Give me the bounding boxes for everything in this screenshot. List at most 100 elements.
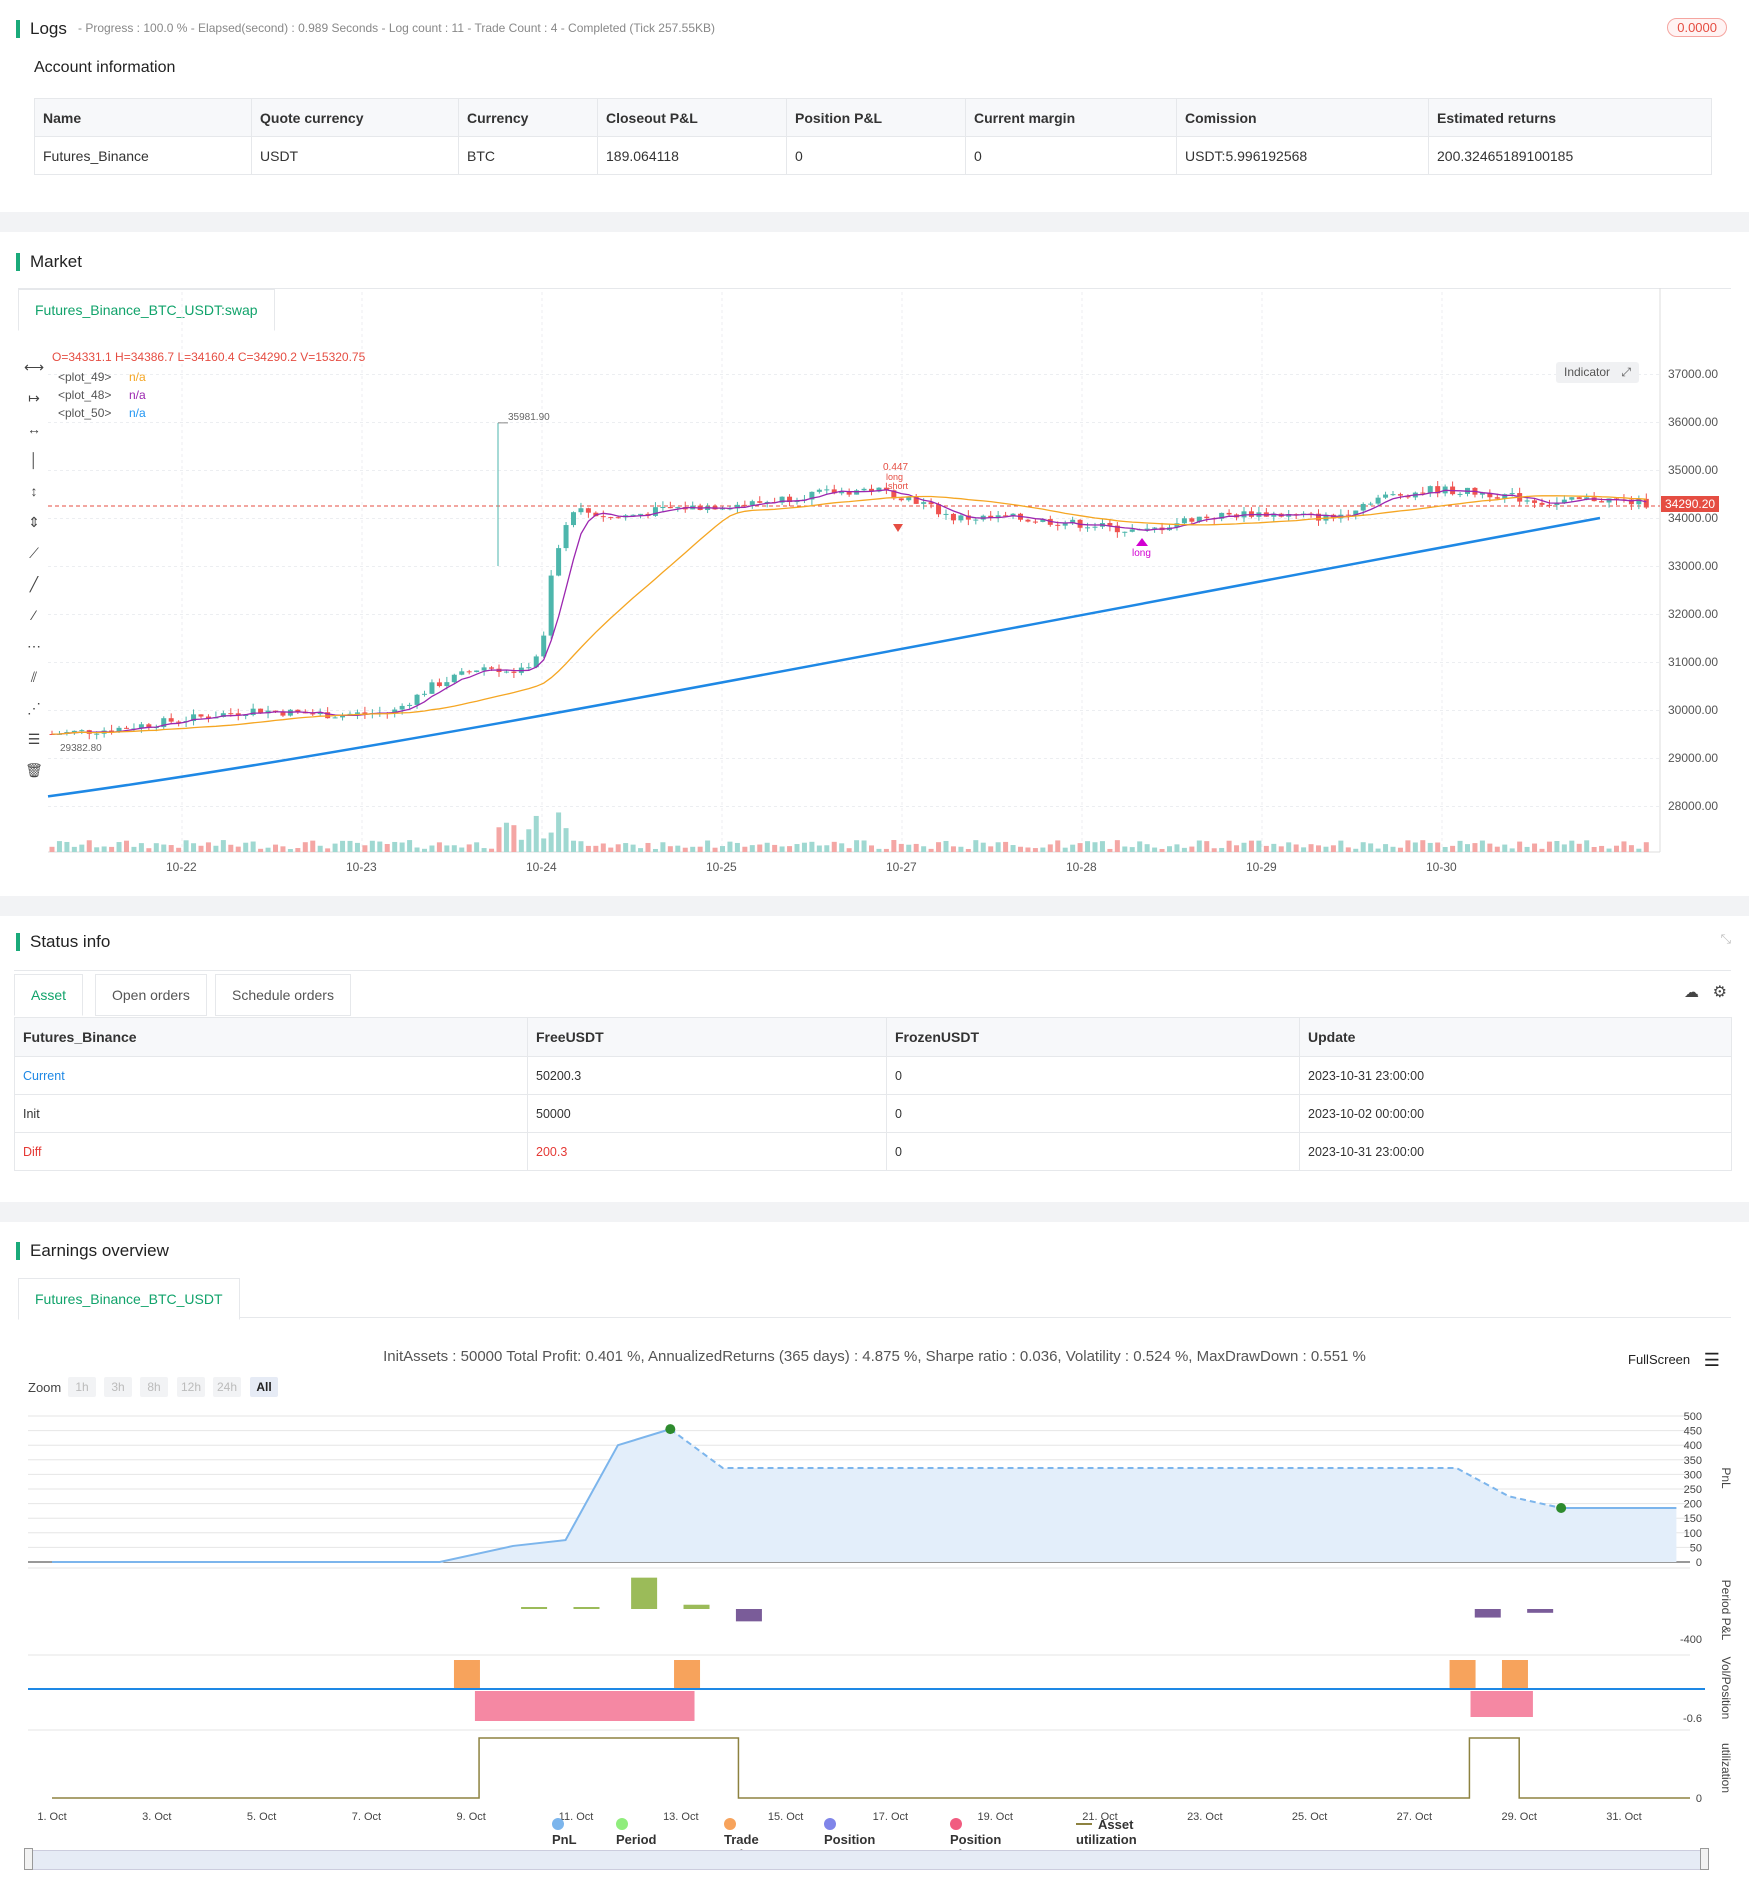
candle-body (936, 504, 942, 515)
volume-bar (183, 840, 189, 852)
volume-bar (1010, 845, 1016, 852)
volume-bar (578, 841, 584, 852)
horizontal-line-tool-icon[interactable]: ⟷ (23, 359, 45, 375)
zoom-24h-button[interactable]: 24h (213, 1377, 241, 1397)
tab-open-orders[interactable]: Open orders (95, 974, 207, 1016)
navigator-right-handle[interactable] (1700, 1848, 1709, 1870)
horizontal-ray-tool-icon[interactable]: ↦ (28, 390, 40, 406)
legend-pnl[interactable]: PnL (552, 1817, 577, 1847)
volume-bar (742, 846, 748, 852)
candle-body (1554, 502, 1560, 506)
collapse-icon[interactable]: ⤡ (1720, 931, 1731, 946)
candle-body (913, 496, 919, 504)
zoom-all-button[interactable]: All (250, 1377, 278, 1397)
zoom-12h-button[interactable]: 12h (177, 1377, 205, 1397)
segment-tool-icon[interactable]: ⁄ (32, 607, 36, 623)
zoom-1h-button[interactable]: 1h (68, 1377, 96, 1397)
volume-bar (310, 840, 316, 852)
candle-body (310, 713, 316, 715)
asset-col-exchange: Futures_Binance (14, 1017, 528, 1057)
date-axis-label: 10-25 (706, 860, 737, 874)
candle-body (168, 718, 174, 722)
date-axis-label: 19. Oct (977, 1811, 1012, 1823)
volume-bar (712, 847, 718, 852)
pnl-axis-label: 50 (1690, 1542, 1702, 1554)
price-axis-label: 31000.00 (1668, 655, 1719, 669)
volume-bar (1420, 840, 1426, 852)
download-icon[interactable]: ☁ (1684, 984, 1699, 1001)
trash-icon[interactable]: 🗑 (25, 762, 43, 778)
zoom-8h-button[interactable]: 8h (140, 1377, 168, 1397)
legend-tradevol-dot (724, 1818, 736, 1830)
volume-bar (1487, 843, 1493, 852)
candle-body (652, 507, 658, 516)
vertical-marker-tool-icon[interactable]: ↕ (30, 483, 38, 499)
expand-icon[interactable]: ⤢ (1621, 365, 1631, 379)
volume-bar (1338, 840, 1344, 852)
volume-bar (496, 827, 502, 852)
volume-bar (839, 843, 845, 852)
volume-bar (1181, 847, 1187, 852)
parallel-channel-tool-icon[interactable]: ⫽ (30, 669, 38, 685)
pitchfork-tool-icon[interactable]: ⋰ (27, 700, 41, 716)
volume-bar (317, 845, 323, 852)
volume-bar (94, 847, 100, 852)
candle-body (1070, 519, 1076, 524)
menu-icon[interactable]: ☰ (1703, 1350, 1720, 1370)
volume-bar (1219, 847, 1225, 852)
pnl-axis-label: 400 (1684, 1440, 1702, 1452)
indicator-button[interactable]: Indicator ⤢ (1556, 362, 1639, 383)
date-axis-label: 10-28 (1066, 860, 1097, 874)
volume-bar (861, 840, 867, 852)
asset-row-label: Init (14, 1094, 528, 1133)
tab-earnings-symbol[interactable]: Futures_Binance_BTC_USDT (18, 1278, 240, 1320)
navigator-left-handle[interactable] (24, 1848, 33, 1870)
volume-bar (630, 844, 636, 852)
extended-line-tool-icon[interactable]: ↔ (27, 421, 41, 437)
legend-asset-utilization[interactable]: Asset utilization (1076, 1817, 1137, 1847)
volume-bar (1323, 846, 1329, 852)
volume-bar (1204, 841, 1210, 852)
market-candlestick-chart[interactable] (0, 232, 1749, 896)
volume-bar (243, 842, 249, 852)
period-pnl-bar (573, 1607, 600, 1609)
price-range-tool-icon[interactable]: ⋯ (27, 638, 41, 654)
volume-bar (1077, 843, 1083, 852)
volume-bar (64, 841, 70, 852)
fullscreen-button[interactable]: FullScreen ☰ (1628, 1350, 1720, 1371)
axis-title: PnL (1719, 1467, 1733, 1489)
pnl-axis-label: 500 (1684, 1411, 1702, 1423)
candle-body (578, 508, 584, 513)
volume-bar (1442, 846, 1448, 852)
vertical-line-tool-icon[interactable]: │ (29, 452, 39, 468)
range-navigator[interactable] (28, 1850, 1707, 1870)
candle-body (1114, 525, 1120, 533)
zoom-3h-button[interactable]: 3h (104, 1377, 132, 1397)
account-cell: Futures_Binance (34, 136, 252, 175)
tab-market-symbol[interactable]: Futures_Binance_BTC_USDT:swap (18, 289, 275, 331)
candle-body (414, 694, 420, 705)
settings-gear-icon[interactable]: ⚙ (1712, 984, 1727, 1001)
volume-bar (444, 845, 450, 852)
asset-cell: 200.3 (527, 1132, 887, 1171)
candle-body (1494, 497, 1500, 499)
candle-body (481, 667, 487, 671)
legend-period-dot (616, 1818, 628, 1830)
asset-row-label: Diff (14, 1132, 528, 1171)
tab-schedule-orders[interactable]: Schedule orders (215, 974, 351, 1016)
trade-vol-bar (674, 1660, 701, 1688)
volume-bar (1591, 847, 1597, 852)
fib-levels-tool-icon[interactable]: ☰ (27, 731, 41, 747)
tab-asset[interactable]: Asset (14, 974, 84, 1016)
ray-tool-icon[interactable]: ╱ (29, 576, 39, 592)
low-label: 29382.80 (60, 743, 102, 754)
price-axis: 37000.00 36000.00 35000.00 34000.00 33000.00… (1668, 232, 1738, 896)
date-axis-label: 11. Oct (559, 1811, 594, 1823)
candle-body (757, 501, 763, 503)
trend-line-tool-icon[interactable]: ⟋ (29, 545, 39, 561)
vol-axis-label: -0.6 (1683, 1713, 1702, 1725)
volume-bar (787, 846, 793, 852)
asset-cell: 2023-10-31 23:00:00 (1299, 1056, 1732, 1095)
util-axis-label: 0 (1696, 1793, 1702, 1805)
vertical-ray-tool-icon[interactable]: ⇕ (28, 514, 40, 530)
